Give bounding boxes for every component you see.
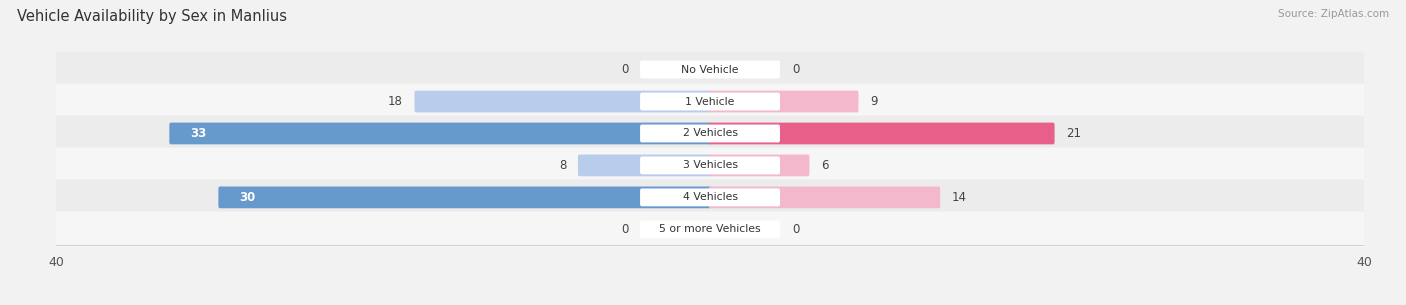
FancyBboxPatch shape: [709, 123, 1054, 144]
Text: 1 Vehicle: 1 Vehicle: [685, 96, 735, 106]
FancyBboxPatch shape: [415, 91, 711, 112]
FancyBboxPatch shape: [709, 155, 810, 176]
FancyBboxPatch shape: [169, 123, 711, 144]
FancyBboxPatch shape: [38, 179, 1382, 215]
FancyBboxPatch shape: [640, 61, 780, 78]
Text: 0: 0: [792, 223, 799, 236]
Text: 30: 30: [239, 191, 256, 204]
Text: No Vehicle: No Vehicle: [682, 65, 738, 74]
Text: 18: 18: [388, 95, 402, 108]
FancyBboxPatch shape: [640, 156, 780, 174]
FancyBboxPatch shape: [38, 84, 1382, 120]
FancyBboxPatch shape: [640, 188, 780, 206]
Text: 21: 21: [1066, 127, 1081, 140]
Text: 4 Vehicles: 4 Vehicles: [682, 192, 738, 203]
Text: 3 Vehicles: 3 Vehicles: [682, 160, 738, 170]
Text: 2 Vehicles: 2 Vehicles: [682, 128, 738, 138]
Text: 9: 9: [870, 95, 877, 108]
FancyBboxPatch shape: [38, 148, 1382, 183]
FancyBboxPatch shape: [578, 155, 711, 176]
FancyBboxPatch shape: [640, 124, 780, 142]
FancyBboxPatch shape: [640, 221, 780, 238]
FancyBboxPatch shape: [38, 211, 1382, 247]
FancyBboxPatch shape: [38, 52, 1382, 88]
Text: Vehicle Availability by Sex in Manlius: Vehicle Availability by Sex in Manlius: [17, 9, 287, 24]
Text: 33: 33: [190, 127, 207, 140]
FancyBboxPatch shape: [709, 91, 859, 112]
Text: 0: 0: [621, 223, 628, 236]
Text: 5 or more Vehicles: 5 or more Vehicles: [659, 224, 761, 234]
Text: 6: 6: [821, 159, 828, 172]
FancyBboxPatch shape: [709, 187, 941, 208]
Text: 0: 0: [621, 63, 628, 76]
FancyBboxPatch shape: [640, 93, 780, 110]
Text: 8: 8: [558, 159, 567, 172]
FancyBboxPatch shape: [38, 116, 1382, 151]
Text: 14: 14: [952, 191, 967, 204]
Text: Source: ZipAtlas.com: Source: ZipAtlas.com: [1278, 9, 1389, 19]
FancyBboxPatch shape: [218, 187, 711, 208]
Text: 0: 0: [792, 63, 799, 76]
